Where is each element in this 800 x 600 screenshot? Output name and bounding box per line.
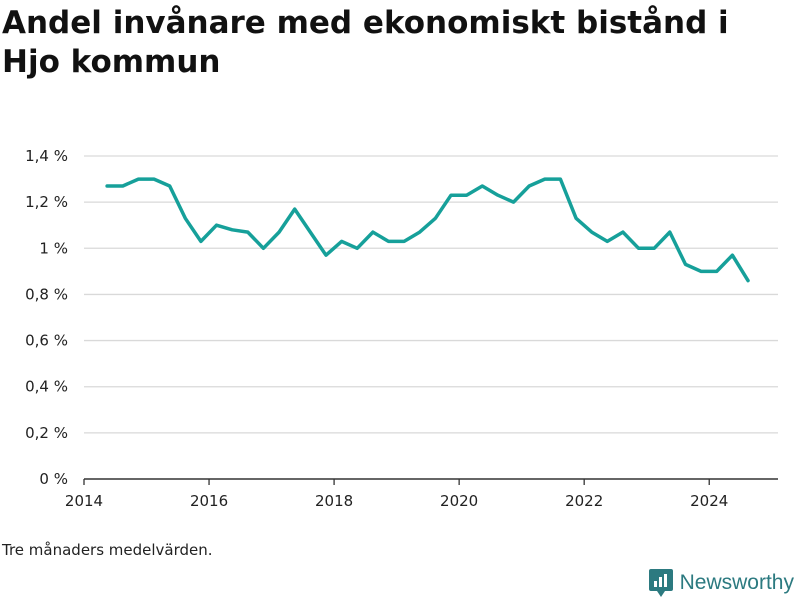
series-line: [105, 177, 750, 283]
y-tick-label: 0,4 %: [25, 378, 68, 396]
y-tick-label: 1 %: [39, 239, 68, 257]
chart-title: Andel invånare med ekonomiskt bistånd i …: [2, 5, 729, 80]
y-tick-label: 0,6 %: [25, 332, 68, 350]
brand-logo: Newsworthy: [648, 568, 794, 598]
newsworthy-logo-icon: [648, 569, 673, 597]
y-tick-label: 0 %: [39, 470, 68, 488]
chart-note: Tre månaders medelvärden.: [2, 541, 213, 559]
brand-name: Newsworthy: [679, 571, 794, 594]
y-tick-label: 0,2 %: [25, 424, 68, 442]
y-tick-label: 1,4 %: [25, 147, 68, 165]
x-tick-label: 2014: [65, 492, 103, 510]
grid-layer: [84, 155, 778, 434]
x-tick-label: 2016: [190, 492, 228, 510]
x-tick-label: 2024: [690, 492, 728, 510]
y-axis-labels: 0 % 0,2 % 0,4 % 0,6 % 0,8 % 1 % 1,2 % 1,4 %: [25, 147, 68, 488]
x-tick-label: 2022: [565, 492, 603, 510]
x-axis-ticks: 2014 2016 2018 2020 2022 2024: [65, 479, 728, 510]
x-tick-label: 2018: [315, 492, 353, 510]
x-tick-label: 2020: [440, 492, 478, 510]
y-tick-label: 0,8 %: [25, 285, 68, 303]
y-tick-label: 1,2 %: [25, 193, 68, 211]
